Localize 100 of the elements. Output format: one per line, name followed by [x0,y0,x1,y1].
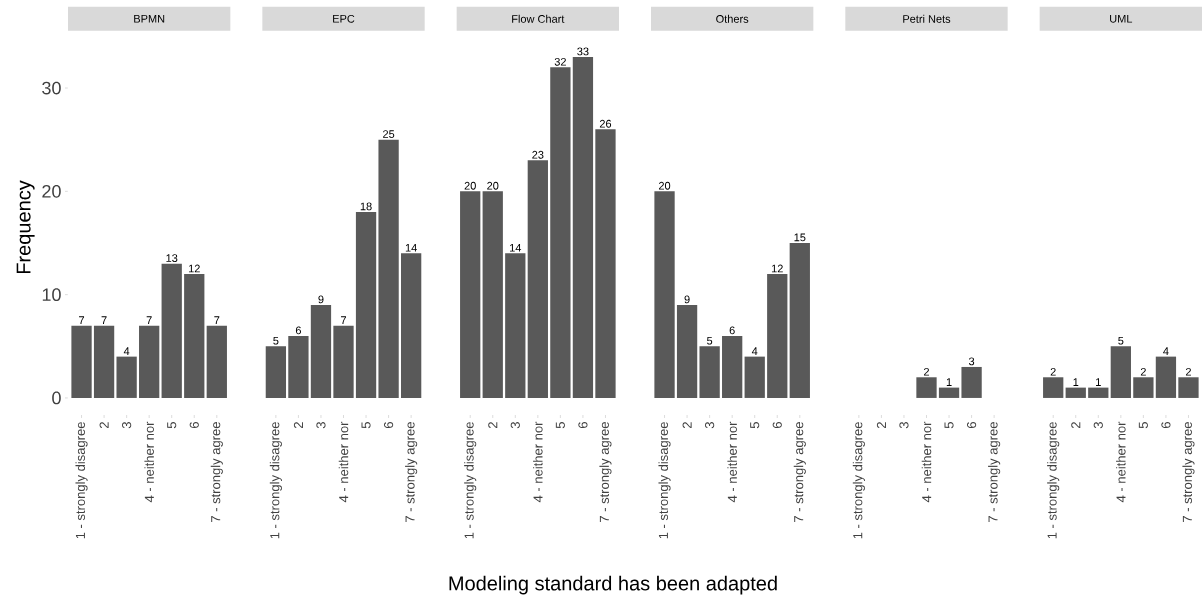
x-tick-label: 2 [488,422,498,429]
data-label: 2 [1185,367,1191,376]
x-tick-label: 5 [1138,422,1148,429]
x-tick-label: 5 [361,422,371,429]
x-tick-label: 4 - neither nor [921,421,932,503]
bar [767,273,788,398]
x-tick-label: 1 - strongly disagree [658,422,671,539]
data-label: 3 [968,357,975,366]
x-tick-label: 5 [555,422,565,429]
bar [505,253,526,398]
data-label: 20 [658,181,671,190]
bar [676,304,698,398]
x-tick-label: 3 [316,422,326,429]
data-label: 1 [946,378,952,386]
data-label: 2 [1050,367,1056,376]
data-label: 33 [577,47,589,56]
chart-title: Petri Nets [903,14,951,23]
bar [1155,356,1177,398]
data-label: 20 [487,181,499,190]
bar [310,304,332,398]
bar [1065,387,1086,398]
bar [93,325,115,398]
data-label: 7 [214,316,220,324]
data-label: 5 [1118,336,1124,345]
y-tick-label: 20 [42,184,61,198]
bar [288,335,309,398]
y-tick-label: 0 [52,391,61,405]
data-label: 5 [273,336,279,345]
data-label: 5 [707,336,713,345]
x-tick-label: 3 [122,422,132,429]
bar [654,191,675,398]
bar [378,139,399,398]
data-label: 4 [1163,347,1169,355]
x-tick-label: 4 - neither nor [533,421,543,503]
bar [355,211,377,398]
bar [482,191,503,398]
data-label: 15 [794,233,806,242]
x-tick-label: 6 [772,422,782,429]
bar [71,325,92,398]
bar [265,346,287,398]
x-tick-label: 1 - strongly disagree [464,422,477,539]
x-tick-label: 2 [293,422,303,429]
data-label: 12 [771,264,783,273]
data-label: 12 [188,264,200,273]
y-tick-label: 30 [42,81,61,95]
bar [1133,377,1154,398]
x-tick-label: 7 - strongly agree [1182,422,1195,523]
bar [460,191,481,398]
bar [550,67,571,398]
data-label: 14 [510,244,522,252]
x-tick-label: 7 - strongly agree [988,422,1001,523]
data-label: 6 [295,326,301,335]
data-label: 13 [166,254,178,262]
data-label: 6 [729,326,735,335]
x-tick-label: 5 [750,422,760,429]
bar [595,129,616,398]
x-tick-label: 3 [510,422,520,429]
x-tick-label: 7 - strongly agree [599,422,612,523]
data-label: 9 [318,295,324,304]
x-tick-label: 1 - strongly disagree [75,422,88,539]
data-label: 23 [532,150,544,159]
x-tick-label: 2 [682,422,692,429]
bar [1110,346,1131,398]
x-tick-label: 4 - neither nor [144,421,154,503]
x-tick-label: 6 [578,422,588,429]
data-label: 7 [341,316,347,324]
bar [206,325,227,398]
bar [116,356,137,398]
x-tick-label: 6 [383,422,394,429]
x-tick-label: 4 - neither nor [1116,421,1126,503]
bar [1043,377,1064,398]
x-tick-label: 4 - neither nor [338,421,349,503]
x-tick-label: 2 [1071,422,1081,429]
bar [699,346,720,398]
data-label: 18 [360,202,372,211]
x-tick-label: 1 - strongly disagree [269,422,282,539]
data-label: 7 [79,316,85,324]
data-label: 9 [684,295,690,304]
bar [1178,377,1199,398]
bar [744,356,765,398]
chart-title: UML [1110,14,1133,23]
x-tick-label: 3 [1093,422,1103,429]
chart-title: Flow Chart [512,14,565,23]
x-tick-label: 2 [876,422,886,429]
x-tick-label: 3 [899,422,909,429]
x-tick-label: 1 - strongly disagree [1047,422,1060,539]
y-tick-label: 10 [42,288,61,302]
y-axis-title: Frequency [16,180,35,274]
data-label: 2 [923,367,930,376]
bar [789,242,810,398]
x-tick-label: 7 - strongly agree [210,422,223,523]
bar [139,325,160,398]
x-tick-label: 5 [944,422,954,429]
x-tick-label: 7 - strongly agree [405,422,418,523]
data-label: 32 [554,57,566,66]
data-label: 20 [464,181,476,190]
data-label: 4 [123,347,130,355]
x-tick-label: 6 [189,422,199,429]
data-label: 26 [599,119,612,128]
x-tick-label: 2 [99,422,109,429]
